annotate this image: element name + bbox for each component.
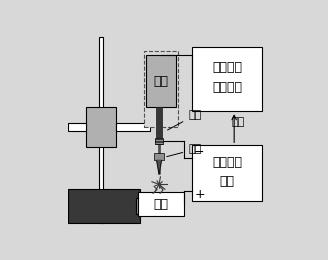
Text: +: + bbox=[194, 188, 205, 201]
Bar bbox=[192, 47, 262, 111]
Text: 电源: 电源 bbox=[220, 175, 235, 188]
Text: 工件: 工件 bbox=[154, 198, 169, 211]
Bar bbox=[99, 37, 103, 223]
Polygon shape bbox=[157, 160, 161, 174]
Bar bbox=[155, 138, 163, 144]
Text: 丝杆: 丝杆 bbox=[168, 110, 201, 130]
Bar bbox=[138, 192, 184, 216]
Text: 高频脉冲: 高频脉冲 bbox=[212, 156, 242, 169]
Bar bbox=[154, 153, 164, 160]
Text: 自动进给: 自动进给 bbox=[212, 61, 242, 74]
Text: 电极: 电极 bbox=[167, 144, 201, 157]
Bar bbox=[86, 107, 116, 147]
Text: −: − bbox=[194, 146, 205, 159]
Bar bbox=[116, 123, 150, 131]
Bar bbox=[136, 198, 146, 214]
Bar bbox=[146, 55, 176, 107]
Bar bbox=[68, 123, 86, 131]
Text: 取样: 取样 bbox=[231, 117, 244, 127]
Bar bbox=[144, 51, 178, 127]
Text: 控制系统: 控制系统 bbox=[212, 81, 242, 94]
Bar bbox=[68, 189, 140, 223]
Text: 电机: 电机 bbox=[154, 75, 169, 88]
Bar bbox=[192, 145, 262, 201]
